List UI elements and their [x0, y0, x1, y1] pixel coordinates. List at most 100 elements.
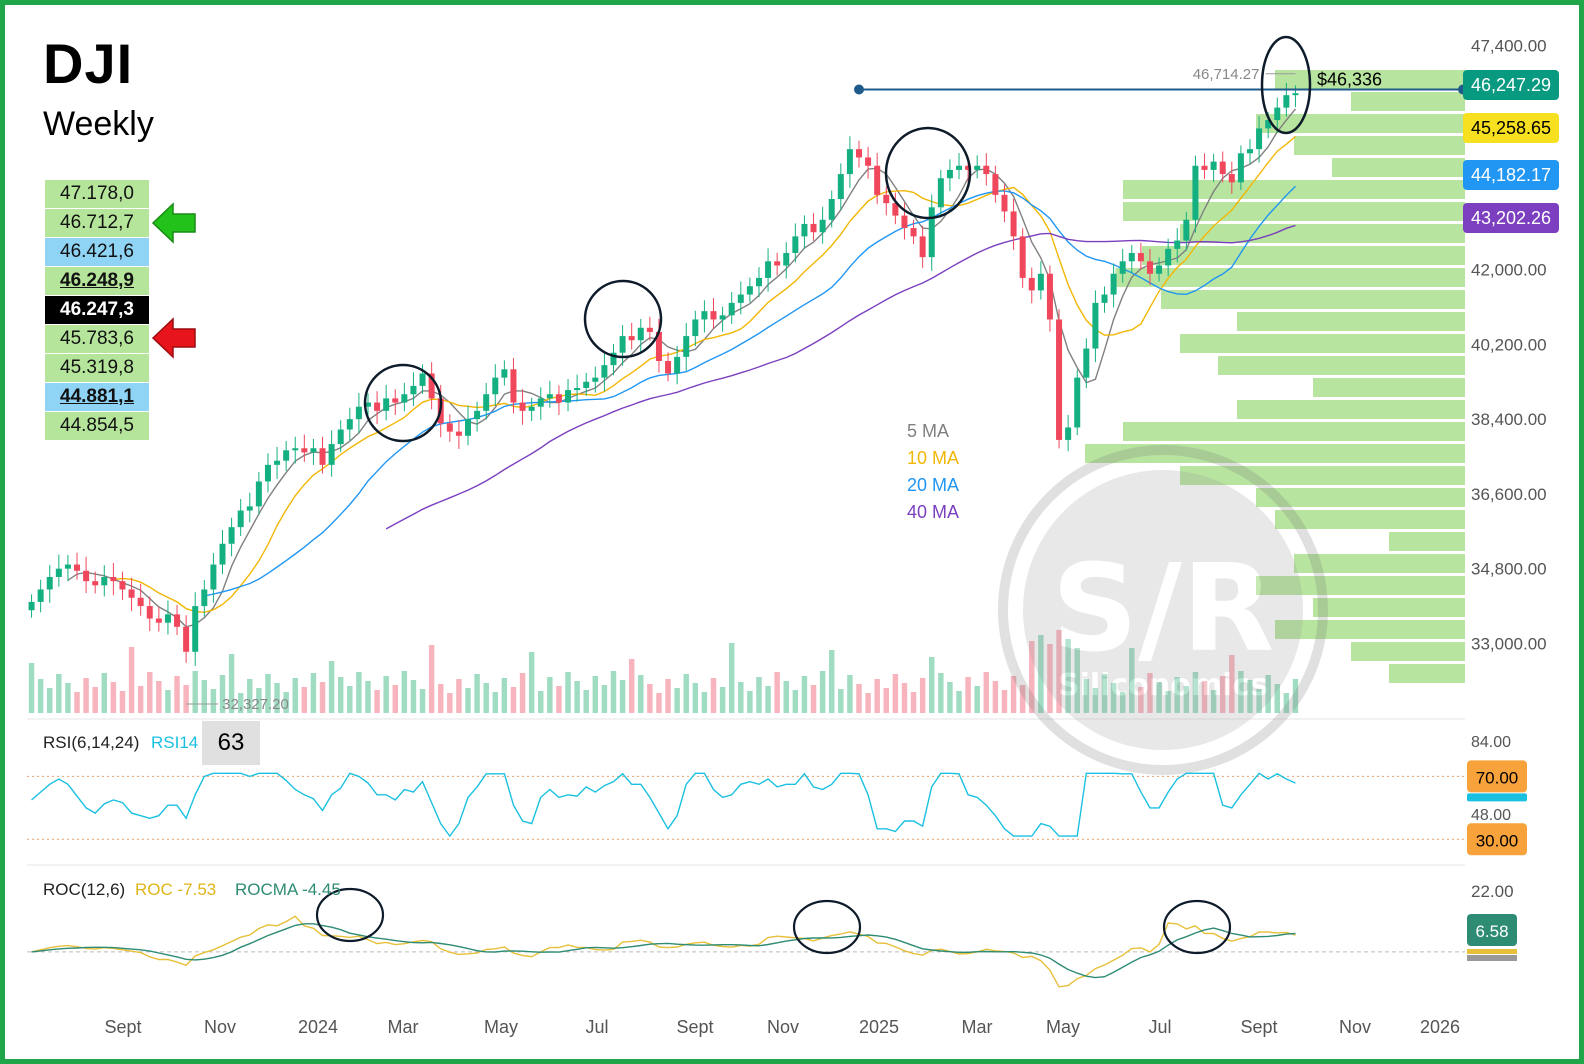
volume-bar: [301, 687, 308, 713]
volume-bar: [929, 657, 935, 713]
volume-bar: [528, 652, 535, 713]
volume-bar: [1292, 679, 1299, 713]
volume-profile-bar: [1389, 664, 1465, 683]
candle-body: [1092, 302, 1099, 349]
candle-body: [1256, 128, 1263, 150]
volume-bar: [437, 684, 444, 713]
rsi-overbought-label: 70.00: [1476, 768, 1519, 787]
candle-body: [946, 169, 953, 179]
volume-bar: [801, 676, 808, 713]
candle-body: [683, 336, 690, 357]
candle-body: [1283, 95, 1290, 108]
volume-bar: [692, 683, 699, 713]
volume-profile-bar: [1085, 444, 1465, 463]
candle-body: [1001, 194, 1008, 212]
candle-body: [364, 402, 371, 407]
volume-bar: [265, 674, 271, 713]
volume-bar: [1192, 672, 1199, 713]
volume-bar: [1047, 644, 1053, 713]
volume-bar: [392, 685, 398, 713]
volume-bar: [556, 686, 562, 713]
time-axis-tick: Sept: [104, 1017, 141, 1037]
level-item-current: 46.247,3: [45, 296, 149, 324]
volume-bar: [756, 677, 762, 713]
candle-body: [1101, 294, 1108, 303]
volume-bar: [938, 673, 944, 713]
volume-bar: [638, 675, 644, 713]
roc-highlight-circle: [792, 899, 862, 955]
volume-bar: [410, 680, 417, 713]
moving-average-line-40: [385, 224, 1296, 530]
candle-body: [1165, 248, 1172, 266]
level-item: 46.712,7: [45, 209, 149, 237]
volume-bar: [210, 689, 217, 713]
roc-value-tag: [1467, 914, 1517, 946]
candle-body: [592, 377, 599, 382]
rsi14-label: RSI14: [151, 733, 199, 752]
candle-body: [665, 361, 672, 374]
volume-bar: [974, 686, 980, 713]
time-axis-tick: Jul: [585, 1017, 608, 1037]
volume-bar: [1074, 648, 1080, 713]
roc-value-label: ROC -7.53: [135, 880, 217, 899]
candle-body: [392, 398, 399, 403]
candle-body: [1056, 319, 1063, 440]
time-axis-tick: Nov: [767, 1017, 799, 1037]
volume-bar: [1183, 686, 1190, 713]
roc-highlight-circle: [1162, 899, 1232, 955]
volume-profile-bar: [1351, 642, 1465, 661]
watermark-subtext: Siliconomics: [1058, 668, 1268, 703]
price-tag-ma40: 43,202.26: [1463, 203, 1559, 233]
volume-bar: [119, 691, 126, 713]
candle-body: [765, 261, 772, 278]
watermark-text: S/R: [1052, 540, 1275, 679]
volume-profile-bar: [1313, 598, 1465, 617]
rsi-oversold-label: 30.00: [1476, 831, 1519, 850]
highlight-circle: [583, 279, 663, 359]
candle-body: [164, 614, 171, 623]
candle-body: [728, 302, 735, 316]
volume-bar: [1256, 689, 1262, 713]
volume-bar: [519, 673, 526, 713]
candle-body: [355, 406, 362, 420]
volume-bar: [383, 676, 389, 713]
volume-bar: [1029, 641, 1035, 713]
ma-legend-20: 20 MA: [907, 475, 960, 495]
chart-canvas: 47,400.00 42,000.00 40,200.00 38,400.00 36,6…: [27, 35, 1547, 1037]
candle-body: [510, 369, 517, 403]
volume-bar: [1147, 673, 1153, 713]
volume-bar: [1219, 676, 1226, 713]
volume-bar: [1274, 684, 1280, 713]
candle-body: [1265, 120, 1272, 129]
level-item: 44.854,5: [45, 412, 149, 440]
candle-body: [183, 626, 190, 652]
candle-body: [1228, 174, 1235, 183]
time-axis-tick: 2026: [1420, 1017, 1460, 1037]
volume-bar: [819, 671, 826, 713]
volume-bar: [983, 672, 990, 713]
level-item: 46.248,9: [45, 267, 149, 295]
page-title: DJI: [43, 32, 134, 95]
candle-body: [1074, 377, 1081, 428]
roc-label: ROC(12,6): [43, 880, 126, 899]
volume-profile-bar: [1275, 510, 1465, 529]
price-axis-tick: 33,000.00: [1471, 634, 1547, 653]
volume-bar: [1156, 682, 1162, 713]
volume-bar: [365, 681, 371, 713]
candle-body: [1146, 261, 1153, 274]
volume-bar: [419, 689, 426, 713]
volume-bar: [1174, 677, 1180, 713]
volume-bar: [447, 693, 453, 713]
line-endpoint: [854, 84, 864, 95]
level-item: 44.881,1: [45, 383, 149, 411]
volume-bar: [856, 684, 862, 713]
candle-body: [1083, 348, 1090, 378]
candle-body: [455, 431, 462, 436]
volume-profile-bar: [1313, 378, 1465, 397]
candle-body: [137, 597, 144, 607]
volume-bar: [1001, 690, 1008, 713]
volume-bar: [28, 663, 35, 713]
volume-profile-bar: [1123, 422, 1465, 441]
volume-bar: [774, 672, 780, 713]
candle-body: [892, 203, 899, 216]
